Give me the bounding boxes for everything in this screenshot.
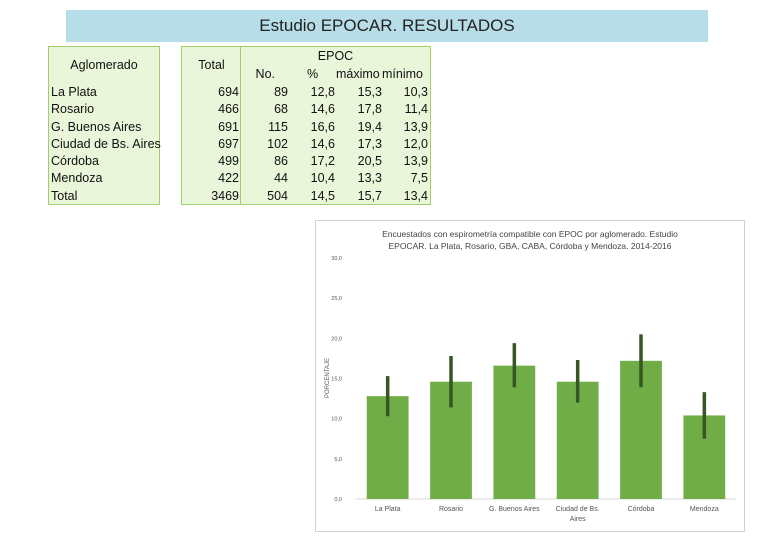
cell-min: 11,4 (404, 102, 428, 117)
cell-no: 102 (267, 136, 288, 151)
cell-aglomerado: Mendoza (51, 171, 103, 186)
y-tick-label: 30,0 (331, 256, 342, 262)
cell-pct: 17,2 (310, 154, 335, 169)
x-tick-label: Aires (570, 516, 586, 523)
cell-aglomerado: Total (51, 188, 78, 203)
x-tick-label: Córdoba (628, 506, 655, 513)
cell-min: 7,5 (410, 171, 428, 186)
cell-no: 68 (274, 102, 288, 117)
header-no: No. (255, 67, 275, 81)
header-max: máximo (336, 67, 380, 81)
cell-pct: 14,5 (310, 188, 335, 203)
cell-max: 15,7 (357, 188, 382, 203)
page-title: Estudio EPOCAR. RESULTADOS (66, 10, 708, 42)
cell-no: 44 (274, 171, 288, 186)
x-tick-label: La Plata (375, 506, 401, 513)
x-tick-label: G. Buenos Aires (489, 506, 540, 513)
y-tick-label: 10,0 (331, 417, 342, 423)
x-tick-label: Mendoza (690, 506, 719, 513)
cell-max: 15,3 (357, 85, 382, 99)
cell-max: 17,3 (357, 136, 382, 151)
cell-min: 10,3 (403, 85, 428, 99)
cell-total: 3469 (211, 188, 239, 203)
cell-pct: 16,6 (310, 119, 335, 134)
x-tick-label: Ciudad de Bs. (556, 506, 600, 513)
cell-no: 504 (267, 188, 288, 203)
total-column: Total 694 466 691 697 499 422 3469 (181, 46, 242, 205)
cell-max: 19,4 (357, 119, 382, 134)
y-tick-label: 25,0 (331, 296, 342, 302)
y-tick-label: 20,0 (331, 336, 342, 342)
cell-pct: 10,4 (310, 171, 335, 186)
cell-aglomerado: G. Buenos Aires (51, 119, 142, 134)
cell-max: 17,8 (357, 102, 382, 117)
y-axis-label: PORCENTAJE (325, 358, 331, 398)
y-tick-label: 5,0 (334, 457, 342, 463)
cell-total: 466 (218, 102, 239, 117)
cell-min: 13,9 (403, 119, 428, 134)
cell-no: 115 (268, 119, 288, 134)
y-tick-label: 0,0 (334, 497, 342, 503)
cell-max: 20,5 (357, 154, 382, 169)
cell-total: 697 (218, 136, 239, 151)
cell-aglomerado: Córdoba (51, 154, 99, 169)
header-min: mínimo (382, 67, 423, 81)
epoc-block: EPOC No. % máximo mínimo 89 68 115 102 86 44 5… (240, 46, 431, 205)
aglomerado-column: Aglomerado La Plata Rosario G. Buenos Aire… (48, 46, 161, 205)
header-aglomerado: Aglomerado (70, 58, 138, 72)
chart-container: Encuestados con espirometría compatible … (315, 220, 745, 532)
bar-chart: Encuestados con espirometría compatible … (325, 229, 736, 523)
cell-min: 13,9 (403, 154, 428, 169)
cell-pct: 14,6 (310, 136, 335, 151)
cell-aglomerado: Ciudad de Bs. Aires (51, 136, 161, 151)
cell-pct: 12,8 (310, 85, 335, 99)
cell-min: 12,0 (403, 136, 428, 151)
cell-total: 499 (218, 154, 239, 169)
bar-2 (493, 365, 536, 499)
cell-no: 89 (274, 85, 288, 99)
cell-no: 86 (274, 154, 288, 169)
cell-min: 13,4 (403, 188, 428, 203)
chart-title-line2: EPOCAR. La Plata, Rosario, GBA, CABA, Có… (388, 241, 671, 251)
header-pct: % (307, 67, 319, 81)
header-epoc: EPOC (317, 49, 354, 63)
cell-total: 422 (218, 171, 239, 186)
cell-aglomerado: La Plata (51, 85, 97, 99)
header-total: Total (198, 58, 225, 72)
cell-max: 13,3 (357, 171, 382, 186)
cell-pct: 14,6 (310, 102, 335, 117)
cell-total: 694 (218, 85, 239, 99)
cell-total: 691 (218, 119, 239, 134)
cell-aglomerado: Rosario (51, 102, 95, 117)
chart-title-line1: Encuestados con espirometría compatible … (382, 229, 678, 239)
x-tick-label: Rosario (439, 506, 463, 513)
y-tick-label: 15,0 (331, 377, 342, 383)
